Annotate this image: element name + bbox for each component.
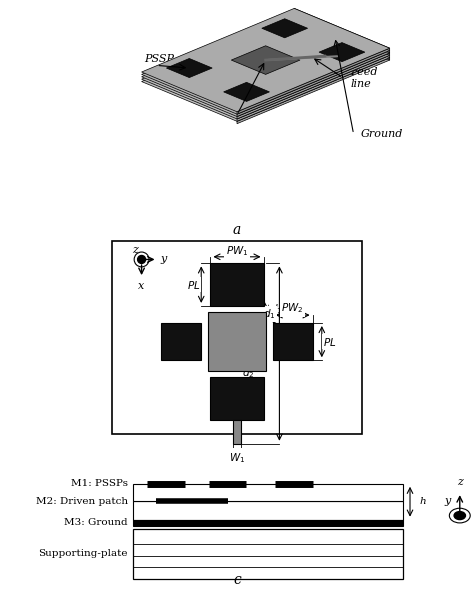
- Polygon shape: [294, 11, 390, 53]
- Text: z: z: [132, 245, 138, 255]
- Polygon shape: [142, 11, 390, 114]
- Bar: [210, 378, 264, 420]
- Polygon shape: [294, 18, 390, 60]
- Text: $PW_1$: $PW_1$: [226, 244, 248, 258]
- Polygon shape: [142, 13, 390, 117]
- Polygon shape: [294, 15, 390, 58]
- Bar: [133, 519, 403, 525]
- Text: $PL$: $PL$: [323, 336, 337, 348]
- Polygon shape: [319, 42, 365, 62]
- Polygon shape: [166, 58, 212, 78]
- Text: $d_1$: $d_1$: [175, 335, 188, 349]
- Bar: [162, 323, 201, 360]
- Polygon shape: [142, 8, 390, 112]
- Text: $d_1$: $d_1$: [239, 278, 251, 292]
- Polygon shape: [237, 55, 390, 121]
- Text: PSSP: PSSP: [144, 54, 174, 64]
- Text: x: x: [138, 281, 145, 290]
- Bar: [233, 420, 241, 444]
- Polygon shape: [231, 46, 300, 74]
- Bar: [133, 529, 403, 579]
- Polygon shape: [237, 51, 390, 117]
- Text: y: y: [445, 495, 451, 505]
- Text: b: b: [233, 432, 241, 446]
- Bar: [208, 313, 266, 371]
- Text: h: h: [419, 497, 426, 506]
- Text: M1: PSSPs: M1: PSSPs: [71, 479, 128, 488]
- Polygon shape: [294, 8, 390, 51]
- Text: Supporting-plate: Supporting-plate: [38, 550, 128, 558]
- Circle shape: [454, 512, 465, 519]
- Text: $d_2$: $d_2$: [242, 366, 255, 380]
- FancyBboxPatch shape: [112, 241, 362, 435]
- Text: $L_1$: $L_1$: [284, 347, 296, 360]
- Text: $d_1$: $d_1$: [263, 307, 276, 320]
- Polygon shape: [142, 15, 390, 119]
- Text: z: z: [457, 477, 463, 487]
- Bar: [133, 484, 403, 501]
- Polygon shape: [142, 18, 390, 121]
- Text: $d_1$: $d_1$: [271, 302, 283, 316]
- Text: $W_1$: $W_1$: [229, 451, 245, 465]
- Bar: [210, 263, 264, 306]
- Bar: [133, 501, 403, 519]
- Text: $PL$: $PL$: [187, 279, 200, 290]
- Text: c: c: [233, 573, 241, 587]
- Bar: [273, 323, 312, 360]
- Text: M2: Driven patch: M2: Driven patch: [36, 497, 128, 506]
- Polygon shape: [237, 58, 390, 124]
- Text: a: a: [233, 223, 241, 237]
- Text: $PW_2$: $PW_2$: [282, 302, 304, 315]
- Text: y: y: [160, 254, 166, 264]
- Polygon shape: [237, 48, 390, 114]
- Text: Ground: Ground: [361, 130, 403, 139]
- Polygon shape: [237, 53, 390, 119]
- Text: $W_2$: $W_2$: [237, 331, 253, 345]
- Text: $L_2$: $L_2$: [220, 337, 232, 351]
- Circle shape: [137, 256, 146, 263]
- Polygon shape: [294, 13, 390, 55]
- Text: M3: Ground: M3: Ground: [64, 518, 128, 527]
- Text: Feed
line: Feed line: [350, 67, 378, 88]
- Text: Driven
patch: Driven patch: [218, 91, 256, 113]
- Polygon shape: [224, 82, 269, 101]
- Polygon shape: [262, 19, 308, 38]
